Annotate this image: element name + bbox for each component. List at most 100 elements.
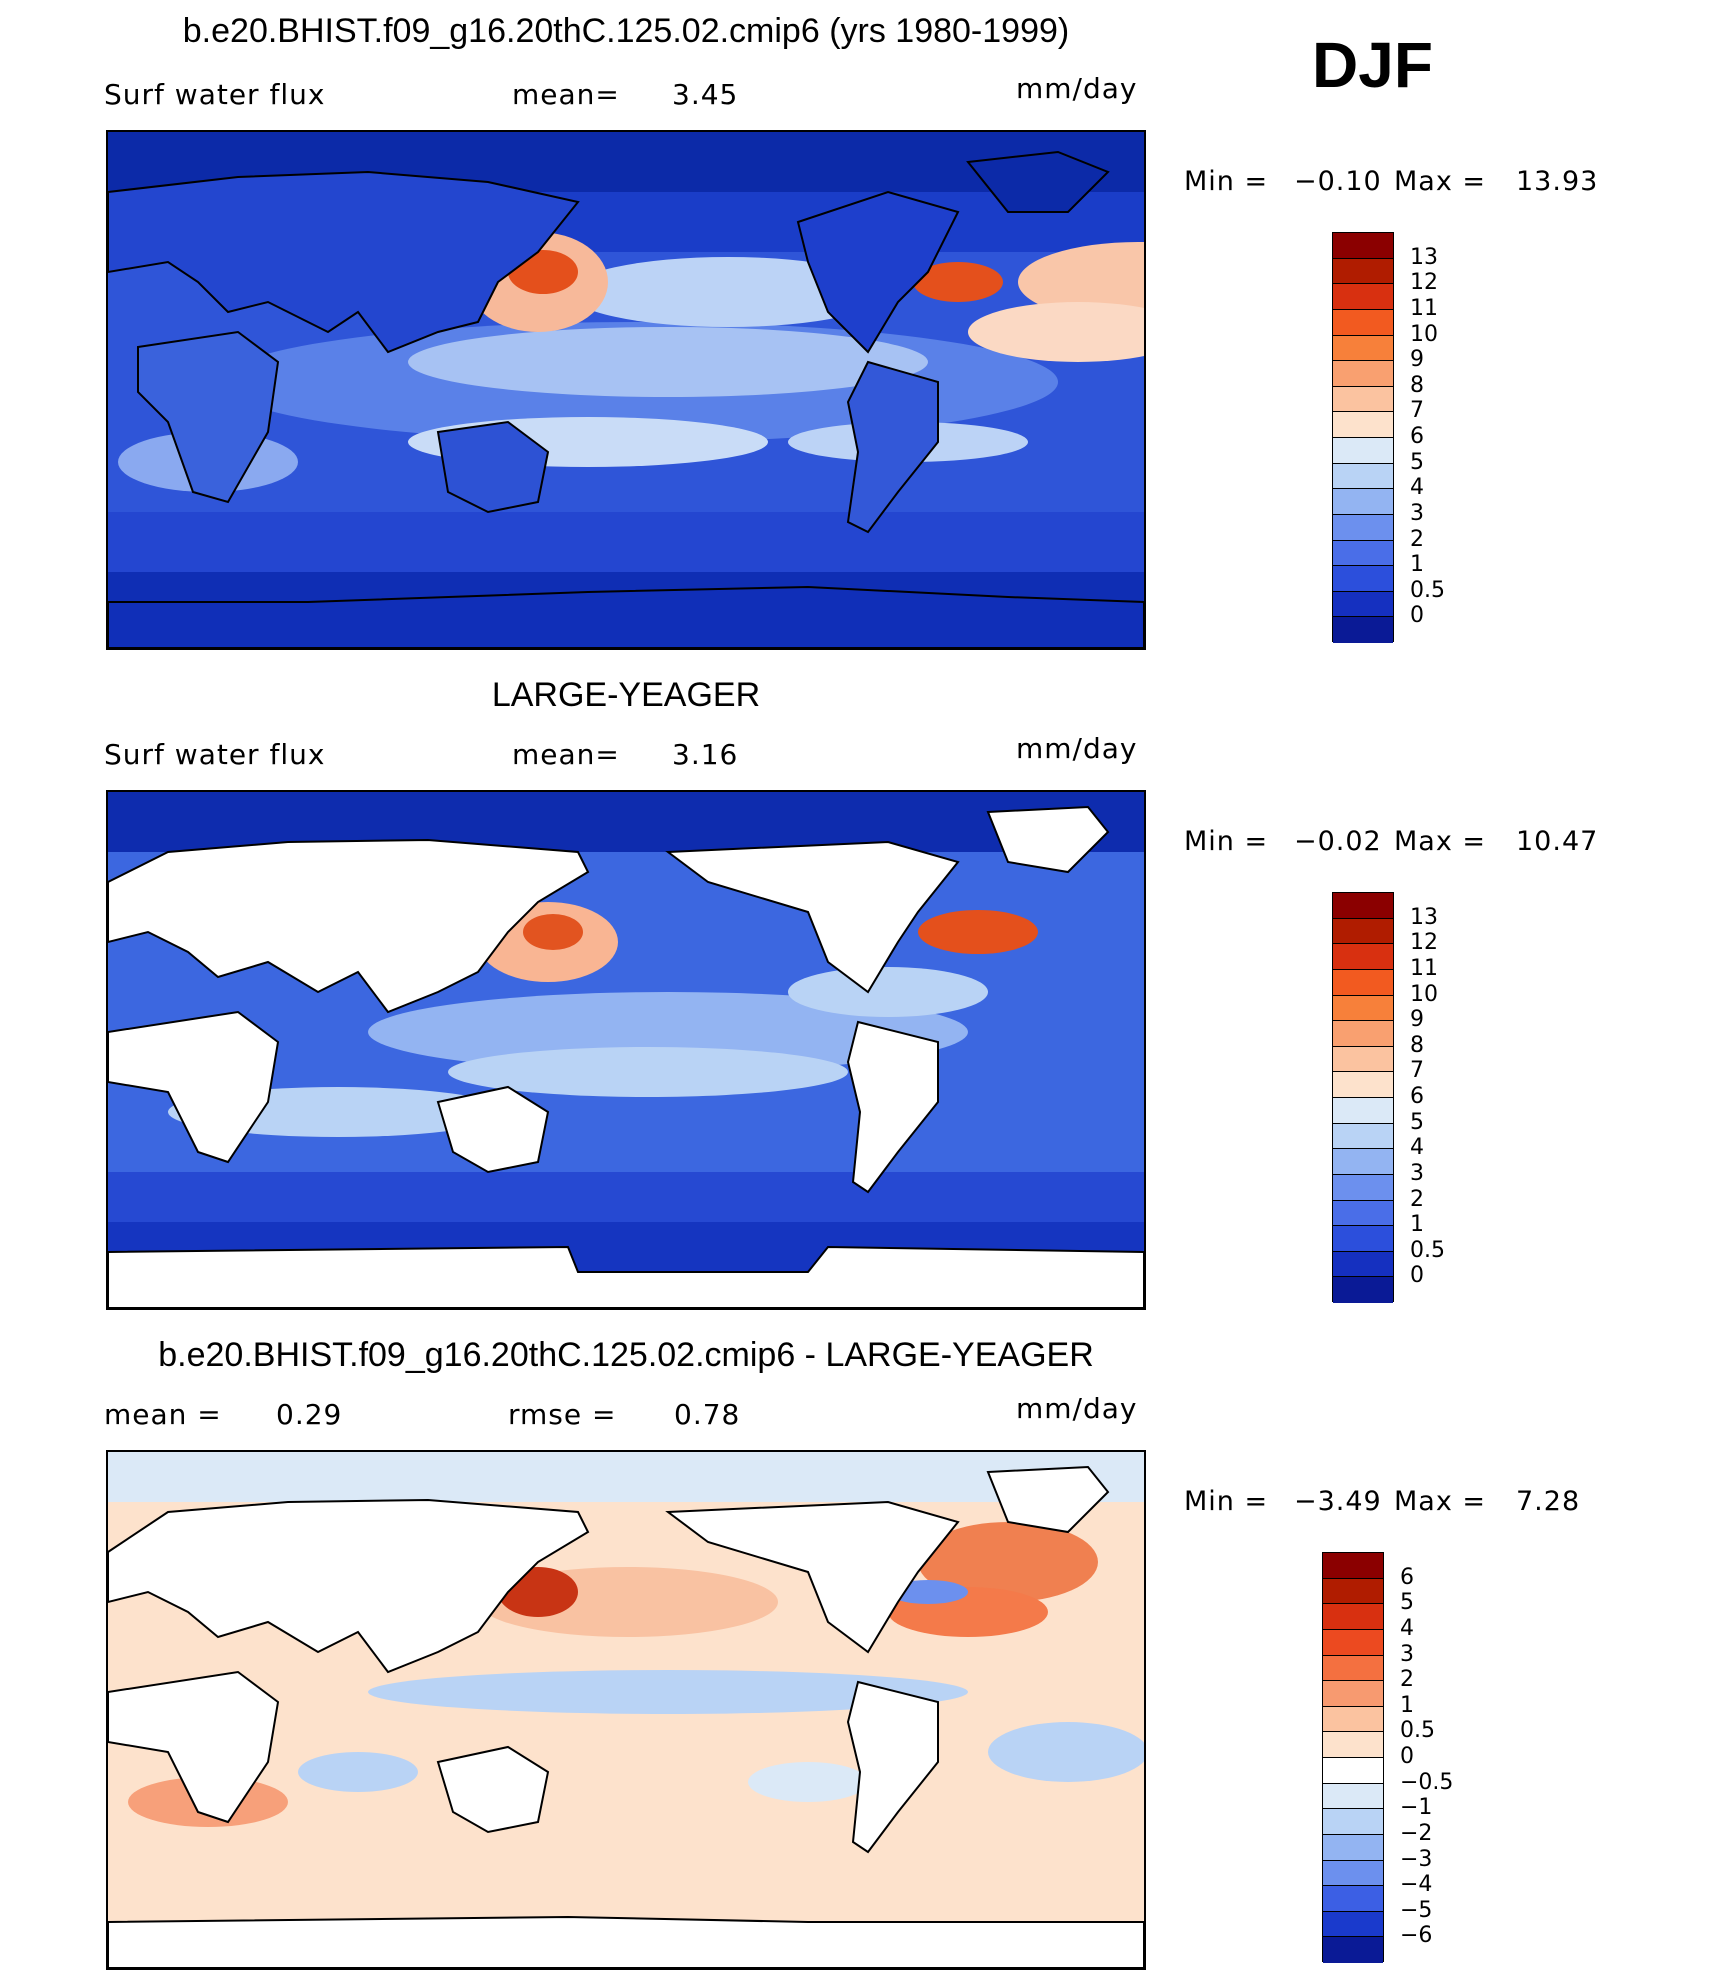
panel-3-rmse-value: 0.78: [674, 1398, 741, 1431]
colorbar-swatch: [1333, 284, 1393, 310]
colorbar-swatch: [1323, 1578, 1383, 1605]
panel-2-mean-value: 3.16: [672, 738, 739, 771]
panel-3-min-label: Min =: [1184, 1486, 1269, 1517]
colorbar-swatch: [1333, 944, 1393, 970]
colorbar-swatch: [1333, 617, 1393, 643]
colorbar-swatch: [1323, 1886, 1383, 1912]
colorbar-tick-label: 11: [1410, 295, 1438, 321]
panel-3-rmse-label: rmse =: [508, 1398, 617, 1431]
panel-3-max-label: Max =: [1394, 1486, 1487, 1517]
panel-1-map-field: [108, 132, 1144, 648]
colorbar-tick-label: −2: [1400, 1820, 1433, 1846]
colorbar-tick-label: 9: [1410, 1007, 1424, 1033]
colorbar-tick-label: 11: [1410, 955, 1438, 981]
panel-2-min-value: −0.02: [1294, 826, 1382, 857]
colorbar-tick-label: 5: [1410, 449, 1424, 475]
colorbar-swatch: [1323, 1629, 1383, 1656]
colorbar-swatch: [1333, 463, 1393, 490]
colorbar-tick-label: 4: [1410, 1135, 1424, 1161]
colorbar-swatch: [1323, 1911, 1383, 1938]
colorbar-tick-label: 6: [1410, 424, 1424, 449]
colorbar-tick-label: 0: [1400, 1744, 1414, 1769]
colorbar-tick-label: 2: [1410, 526, 1424, 552]
colorbar-swatch: [1333, 1021, 1393, 1047]
colorbar-swatch: [1333, 258, 1393, 285]
colorbar-tick-label: 6: [1410, 1084, 1424, 1109]
colorbar-tick-label: 1: [1410, 552, 1424, 578]
colorbar-tick-label: 5: [1400, 1590, 1414, 1616]
colorbar-tick-label: 2: [1400, 1667, 1414, 1693]
colorbar-swatch: [1333, 1149, 1393, 1175]
colorbar-swatch: [1333, 1226, 1393, 1252]
colorbar-tick-label: 7: [1410, 1058, 1424, 1084]
colorbar-swatch: [1323, 1809, 1383, 1835]
colorbar-tick-label: 4: [1400, 1615, 1414, 1641]
colorbar-swatch: [1333, 1072, 1393, 1098]
panel-3-map: [106, 1450, 1146, 1970]
panel-3-colorbar: [1322, 1552, 1384, 1963]
colorbar-tick-label: 6: [1400, 1564, 1414, 1590]
panel-1-min-value: −0.10: [1294, 166, 1382, 197]
colorbar-tick-label: 3: [1400, 1641, 1414, 1667]
colorbar-swatch: [1333, 893, 1393, 919]
colorbar-swatch: [1333, 1174, 1393, 1201]
colorbar-tick-label: 7: [1410, 398, 1424, 424]
colorbar-tick-label: −4: [1400, 1872, 1433, 1898]
colorbar-tick-label: 12: [1410, 930, 1438, 956]
colorbar-tick-label: 10: [1410, 981, 1438, 1007]
colorbar-tick-label: 4: [1410, 475, 1424, 501]
panel-3-title: b.e20.BHIST.f09_g16.20thC.125.02.cmip6 -…: [158, 1336, 1094, 1374]
panel-2-max-value: 10.47: [1516, 826, 1599, 857]
colorbar-swatch: [1323, 1604, 1383, 1630]
panel-3-map-field: [108, 1452, 1144, 1968]
colorbar-tick-label: 3: [1410, 500, 1424, 526]
colorbar-tick-label: 9: [1410, 347, 1424, 373]
colorbar-tick-label: −0.5: [1400, 1769, 1454, 1795]
colorbar-tick-label: 0.5: [1410, 1237, 1445, 1263]
colorbar-swatch: [1333, 918, 1393, 945]
colorbar-tick-label: 0: [1410, 603, 1424, 629]
panel-1-colorbar: [1332, 232, 1394, 643]
colorbar-tick-label: 0.5: [1410, 577, 1445, 603]
colorbar-swatch: [1333, 335, 1393, 362]
panel-2-max-label: Max =: [1394, 826, 1487, 857]
colorbar-swatch: [1333, 591, 1393, 618]
panel-3-mean-value: 0.29: [276, 1398, 343, 1431]
colorbar-swatch: [1323, 1655, 1383, 1682]
colorbar-tick-label: 5: [1410, 1109, 1424, 1135]
colorbar-tick-label: 10: [1410, 321, 1438, 347]
panel-2-map-field: [108, 792, 1144, 1308]
colorbar-swatch: [1323, 1553, 1383, 1579]
colorbar-swatch: [1333, 361, 1393, 387]
colorbar-swatch: [1333, 969, 1393, 996]
colorbar-tick-label: −3: [1400, 1846, 1433, 1872]
colorbar-tick-label: 13: [1410, 244, 1438, 270]
colorbar-tick-label: 8: [1410, 1032, 1424, 1058]
panel-2-colorbar: [1332, 892, 1394, 1303]
colorbar-swatch: [1333, 1046, 1393, 1073]
panel-2-min-label: Min =: [1184, 826, 1269, 857]
panel-2-units: mm/day: [1016, 732, 1138, 765]
colorbar-tick-label: 0.5: [1400, 1718, 1435, 1744]
colorbar-swatch: [1333, 1277, 1393, 1303]
panel-1-min-label: Min =: [1184, 166, 1269, 197]
panel-2-mean-label: mean=: [512, 738, 620, 771]
season-label: DJF: [1312, 29, 1433, 101]
colorbar-tick-label: 0: [1410, 1263, 1424, 1289]
colorbar-swatch: [1323, 1706, 1383, 1733]
colorbar-swatch: [1333, 309, 1393, 336]
colorbar-swatch: [1333, 995, 1393, 1022]
panel-3-mean-label: mean =: [104, 1398, 222, 1431]
colorbar-swatch: [1333, 540, 1393, 567]
colorbar-tick-label: −5: [1400, 1897, 1433, 1923]
colorbar-swatch: [1323, 1937, 1383, 1963]
panel-3-min-value: −3.49: [1294, 1486, 1382, 1517]
colorbar-swatch: [1323, 1860, 1383, 1887]
panel-1-mean-value: 3.45: [672, 78, 739, 111]
colorbar-swatch: [1333, 1123, 1393, 1150]
panel-1-units: mm/day: [1016, 72, 1138, 105]
colorbar-tick-label: −1: [1400, 1795, 1433, 1821]
panel-1-title: b.e20.BHIST.f09_g16.20thC.125.02.cmip6 (…: [182, 12, 1070, 50]
colorbar-swatch: [1323, 1783, 1383, 1810]
colorbar-swatch: [1333, 386, 1393, 413]
